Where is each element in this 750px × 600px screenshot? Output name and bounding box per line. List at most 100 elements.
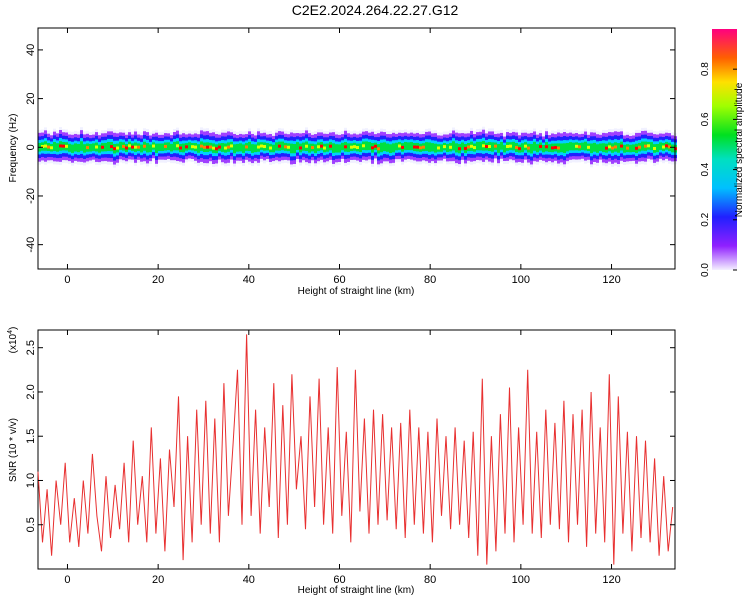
heat-cell [518, 147, 521, 151]
heat-cell [440, 144, 443, 152]
heat-cell [347, 143, 350, 152]
heat-cell [224, 146, 227, 150]
heat-cell [299, 146, 302, 150]
heat-cell [233, 144, 236, 154]
heat-cell [632, 144, 635, 152]
heat-cell [413, 145, 416, 149]
heat-cell [494, 144, 497, 148]
heat-cell [50, 146, 53, 150]
y-tick-label: 2.5 [25, 340, 37, 355]
heat-cell [215, 147, 218, 151]
x-tick-label: 120 [602, 574, 620, 586]
heat-cell [248, 141, 251, 152]
heat-cell [635, 146, 638, 150]
x-tick-label: 80 [424, 274, 436, 286]
heat-cell [251, 144, 254, 153]
colorbar-gradient [712, 29, 737, 270]
heat-cell [581, 142, 584, 151]
top-y-axis-label: Frequency (Hz) [8, 114, 19, 183]
heat-cell [197, 144, 200, 153]
heat-cell [398, 144, 401, 148]
x-tick-label: 40 [243, 574, 255, 586]
heat-cell [101, 145, 104, 149]
heat-cell [227, 145, 230, 149]
heat-cell [134, 145, 137, 149]
heat-cell [83, 144, 86, 153]
heat-cell [158, 143, 161, 151]
heat-cell [434, 143, 437, 153]
heat-cell [344, 145, 347, 149]
heat-cell [74, 143, 77, 152]
heat-cell [467, 145, 470, 149]
heat-cell [155, 143, 158, 153]
heat-cell [104, 142, 107, 152]
heat-cell [608, 145, 611, 149]
heat-cell [242, 144, 245, 153]
heat-cell [470, 144, 473, 148]
heat-cell [47, 145, 50, 149]
heat-cell [164, 144, 167, 148]
y-tick-label: -20 [25, 188, 37, 204]
heat-cell [89, 143, 92, 152]
heat-cell [602, 143, 605, 153]
heat-cell [65, 144, 68, 148]
colorbar-tick-label: 0.6 [700, 112, 711, 126]
top-y-ticks: -40 -20 0 20 40 [25, 44, 675, 253]
heat-cell [488, 145, 491, 149]
heat-cell [611, 146, 614, 150]
heat-cell [509, 144, 512, 148]
heat-cell [491, 142, 494, 152]
heat-cell [368, 142, 371, 151]
heat-cell [380, 142, 383, 153]
heat-cell [314, 144, 317, 154]
heat-cell [203, 145, 206, 149]
heat-cell [545, 145, 548, 149]
x-tick-label: 40 [243, 274, 255, 286]
heat-cell [554, 145, 557, 149]
heat-cell [305, 144, 308, 148]
heat-cell [614, 145, 617, 149]
x-tick-label: 100 [512, 574, 530, 586]
y-tick-label: 0 [25, 144, 37, 150]
heat-cell [575, 144, 578, 148]
heat-cell [599, 143, 602, 151]
heat-cell [335, 144, 338, 153]
heat-cell [437, 146, 440, 150]
heat-cell [110, 145, 113, 149]
heat-cell [161, 143, 164, 151]
heat-cell [350, 145, 353, 149]
heat-cell [149, 144, 152, 153]
heat-cell [107, 141, 110, 152]
heat-cell [320, 144, 323, 148]
heat-cell [278, 144, 281, 148]
heat-cell [563, 143, 566, 153]
bottom-x-axis-label: Height of straight line (km) [298, 585, 415, 596]
heat-cell [473, 146, 476, 150]
heat-cell [617, 143, 620, 153]
heat-cell [515, 145, 518, 149]
heat-cell [284, 145, 287, 149]
heat-cell [209, 145, 212, 149]
heat-cell [587, 145, 590, 149]
heat-cell [263, 145, 266, 149]
heat-cell [44, 144, 47, 148]
heat-cell [128, 144, 131, 148]
heat-cell [146, 143, 149, 153]
heat-cell [41, 145, 44, 149]
heat-cell [443, 145, 446, 149]
y-tick-label: 1.0 [25, 473, 37, 488]
heat-cell [200, 144, 203, 148]
heat-cell [122, 144, 125, 148]
heat-cell [140, 144, 143, 153]
heat-cell [455, 143, 458, 153]
x-tick-label: 0 [64, 274, 70, 286]
heat-cell [86, 146, 89, 150]
colorbar: 0.0 0.2 0.4 0.6 0.8 Normalized spectral ampl… [700, 29, 745, 277]
heat-cell [620, 144, 623, 148]
heat-cell [527, 146, 530, 150]
heat-cell [170, 143, 173, 152]
heat-cell [212, 146, 215, 150]
snr-frame [37, 329, 676, 570]
y-tick-label: 0.5 [25, 517, 37, 532]
